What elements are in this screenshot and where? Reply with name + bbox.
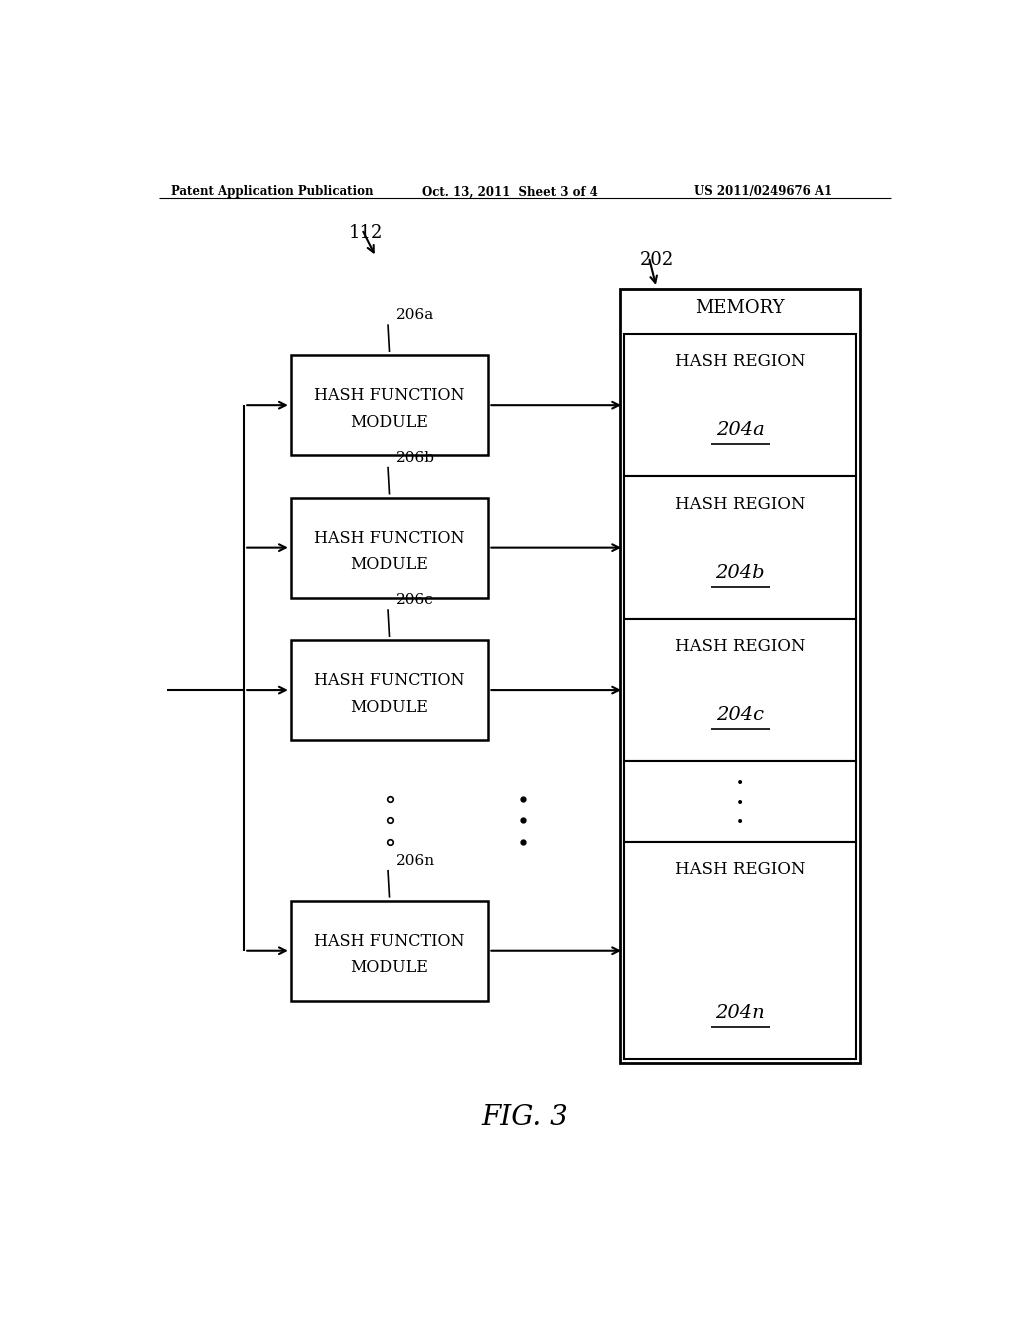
Text: •: • bbox=[736, 777, 744, 792]
Text: 204c: 204c bbox=[716, 706, 764, 725]
Text: HASH FUNCTION: HASH FUNCTION bbox=[314, 388, 465, 404]
Text: MODULE: MODULE bbox=[350, 413, 428, 430]
Text: 112: 112 bbox=[349, 224, 383, 242]
Text: HASH REGION: HASH REGION bbox=[675, 496, 806, 512]
Text: 206c: 206c bbox=[395, 593, 433, 607]
FancyBboxPatch shape bbox=[624, 334, 856, 477]
Text: HASH FUNCTION: HASH FUNCTION bbox=[314, 672, 465, 689]
Text: HASH REGION: HASH REGION bbox=[675, 862, 806, 878]
FancyBboxPatch shape bbox=[621, 289, 860, 1063]
Text: HASH REGION: HASH REGION bbox=[675, 638, 806, 655]
Text: 206a: 206a bbox=[395, 308, 434, 322]
Text: •: • bbox=[736, 797, 744, 810]
Text: •: • bbox=[736, 816, 744, 830]
Text: 202: 202 bbox=[640, 251, 674, 269]
FancyBboxPatch shape bbox=[624, 842, 856, 1059]
FancyBboxPatch shape bbox=[291, 640, 488, 741]
Text: 204a: 204a bbox=[716, 421, 765, 440]
Text: HASH REGION: HASH REGION bbox=[675, 354, 806, 370]
Text: MODULE: MODULE bbox=[350, 698, 428, 715]
Text: HASH FUNCTION: HASH FUNCTION bbox=[314, 529, 465, 546]
Text: FIG. 3: FIG. 3 bbox=[481, 1104, 568, 1130]
Text: Patent Application Publication: Patent Application Publication bbox=[171, 185, 373, 198]
Text: MODULE: MODULE bbox=[350, 556, 428, 573]
Text: MODULE: MODULE bbox=[350, 960, 428, 977]
FancyBboxPatch shape bbox=[291, 900, 488, 1001]
Text: 206b: 206b bbox=[395, 450, 435, 465]
Text: 206n: 206n bbox=[395, 854, 435, 867]
FancyBboxPatch shape bbox=[291, 498, 488, 598]
Text: 204b: 204b bbox=[716, 564, 765, 582]
FancyBboxPatch shape bbox=[624, 619, 856, 762]
Text: US 2011/0249676 A1: US 2011/0249676 A1 bbox=[693, 185, 831, 198]
FancyBboxPatch shape bbox=[624, 762, 856, 842]
FancyBboxPatch shape bbox=[624, 477, 856, 619]
Text: Oct. 13, 2011  Sheet 3 of 4: Oct. 13, 2011 Sheet 3 of 4 bbox=[423, 185, 598, 198]
FancyBboxPatch shape bbox=[291, 355, 488, 455]
Text: MEMORY: MEMORY bbox=[695, 298, 785, 317]
Text: 204n: 204n bbox=[716, 1005, 765, 1022]
Text: HASH FUNCTION: HASH FUNCTION bbox=[314, 933, 465, 950]
